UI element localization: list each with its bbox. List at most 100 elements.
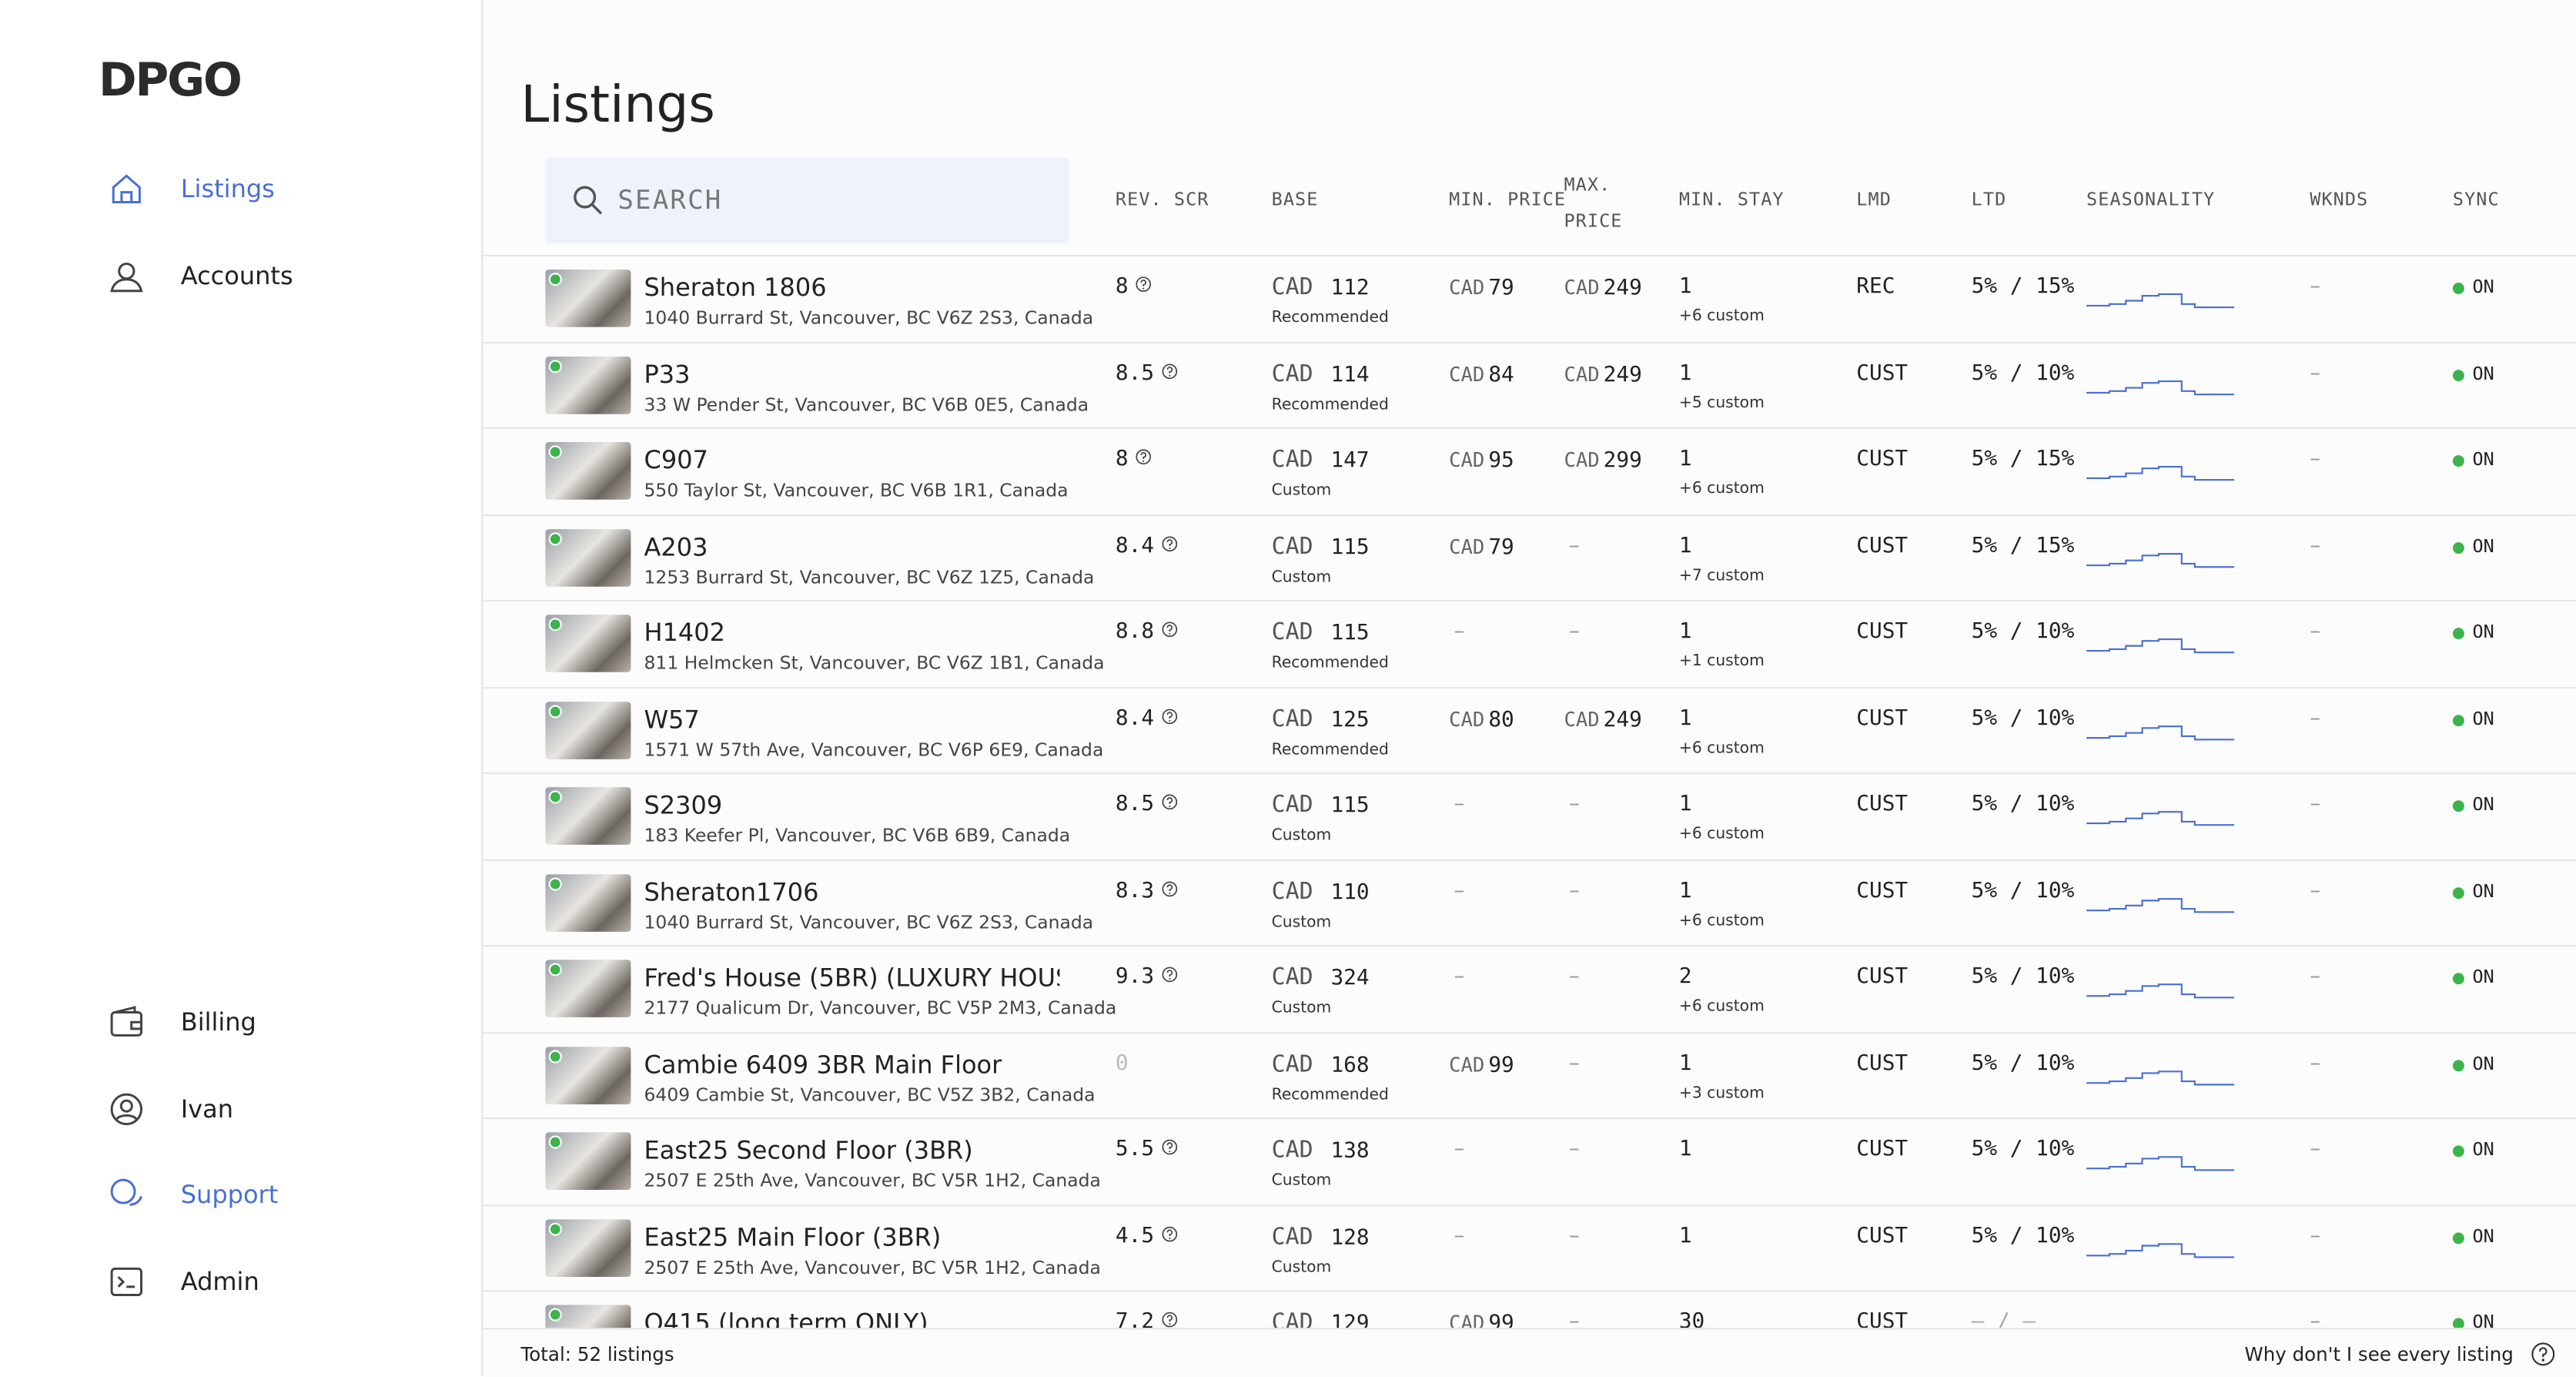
empty-value: – xyxy=(2310,792,2321,817)
column-header: MIN. STAY xyxy=(1678,189,1785,211)
listing-row[interactable]: P33 33 W Pender St, Vancouver, BC V6B 0E5… xyxy=(483,340,2576,428)
listing-row[interactable]: Fred's House (5BR) (LUXURY HOUSE) 2177 Qu… xyxy=(483,944,2576,1032)
listing-address: 1040 Burrard St, Vancouver, BC V6Z 2S3, … xyxy=(644,307,1094,329)
info-icon[interactable] xyxy=(1162,535,1178,551)
info-icon[interactable] xyxy=(1162,363,1178,379)
info-icon[interactable] xyxy=(1162,1139,1178,1155)
rev-score: 8.4 xyxy=(1115,705,1155,731)
status-dot xyxy=(548,618,562,632)
min-stay: 2 xyxy=(1678,964,1692,990)
search-box[interactable]: SEARCH xyxy=(545,157,1070,243)
base-type: Custom xyxy=(1271,481,1332,500)
seasonality-sparkline xyxy=(2086,983,2235,999)
listing-row[interactable]: O415 (long term ONLY) 7.2 CAD 129 CAD 99–30 CU… xyxy=(483,1290,2576,1328)
listing-thumbnail xyxy=(545,960,631,1017)
listing-row[interactable]: H1402 811 Helmcken St, Vancouver, BC V6Z … xyxy=(483,599,2576,687)
lmd: CUST xyxy=(1856,792,1909,817)
price-currency: CAD xyxy=(1564,276,1600,300)
listing-address: 1040 Burrard St, Vancouver, BC V6Z 2S3, … xyxy=(644,911,1094,933)
min-stay: 1 xyxy=(1678,533,1692,558)
listing-name: Sheraton1706 xyxy=(644,876,819,906)
help-icon[interactable] xyxy=(2530,1341,2556,1367)
base-type: Recommended xyxy=(1271,740,1389,759)
sidebar: DPGO Listings Accounts Billing Ivan Support A… xyxy=(0,0,483,1376)
status-dot xyxy=(548,790,562,804)
info-icon[interactable] xyxy=(1162,967,1178,983)
base-type: Custom xyxy=(1271,1258,1332,1276)
empty-value: – xyxy=(1568,1050,1580,1076)
listing-thumbnail xyxy=(545,1046,631,1104)
rev-score: 5.5 xyxy=(1115,1137,1155,1162)
listing-row[interactable]: A203 1253 Burrard St, Vancouver, BC V6Z 1… xyxy=(483,513,2576,601)
lmd: CUST xyxy=(1856,705,1909,731)
listing-row[interactable]: C907 550 Taylor St, Vancouver, BC V6B 1R1… xyxy=(483,427,2576,514)
info-icon[interactable] xyxy=(1162,1225,1178,1241)
nav-label: Support xyxy=(180,1180,279,1210)
base-price: 324 xyxy=(1330,966,1370,991)
status-dot xyxy=(548,704,562,718)
info-icon[interactable] xyxy=(1162,708,1178,724)
base-type: Recommended xyxy=(1271,1085,1389,1104)
base-currency: CAD xyxy=(1271,964,1313,991)
seasonality-sparkline xyxy=(2086,638,2235,654)
info-icon[interactable] xyxy=(1162,1312,1178,1328)
lmd: CUST xyxy=(1856,1050,1909,1076)
listing-address: 183 Keefer Pl, Vancouver, BC V6B 6B9, Ca… xyxy=(644,825,1071,846)
lmd: CUST xyxy=(1856,533,1909,558)
status-dot xyxy=(548,445,562,459)
empty-value: – xyxy=(2310,360,2321,386)
base-currency: CAD xyxy=(1271,705,1313,732)
column-header: LMD xyxy=(1856,189,1892,211)
listing-row[interactable]: W57 1571 W 57th Ave, Vancouver, BC V6P 6E… xyxy=(483,685,2576,773)
listing-address: 33 W Pender St, Vancouver, BC V6B 0E5, C… xyxy=(644,394,1089,415)
base-currency: CAD xyxy=(1271,533,1313,560)
sync-status: ON xyxy=(2472,534,2494,557)
base-type: Custom xyxy=(1271,1171,1332,1190)
base-price: 115 xyxy=(1330,621,1370,646)
price-amount: 99 xyxy=(1488,1052,1514,1077)
base-price: 128 xyxy=(1330,1225,1370,1250)
info-icon[interactable] xyxy=(1136,449,1152,465)
info-icon[interactable] xyxy=(1162,794,1178,810)
nav-label: Listings xyxy=(180,174,275,204)
listing-row[interactable]: Sheraton 1806 1040 Burrard St, Vancouver,… xyxy=(483,254,2576,342)
empty-value: – xyxy=(1454,792,1465,817)
listing-name: H1402 xyxy=(644,618,726,648)
status-dot xyxy=(548,1049,562,1063)
empty-value: – xyxy=(2310,964,2321,990)
min-stay: 30 xyxy=(1678,1309,1705,1328)
info-icon[interactable] xyxy=(1162,621,1178,638)
listing-row[interactable]: S2309 183 Keefer Pl, Vancouver, BC V6B 6B… xyxy=(483,772,2576,859)
price-currency: CAD xyxy=(1449,534,1485,558)
rev-score: 0 xyxy=(1115,1050,1129,1076)
info-icon[interactable] xyxy=(1136,276,1152,292)
base-currency: CAD xyxy=(1271,360,1313,387)
sync-dot xyxy=(2452,1059,2464,1071)
lmd: CUST xyxy=(1856,1223,1909,1248)
status-dot xyxy=(548,531,562,545)
price-currency: CAD xyxy=(1449,707,1485,731)
listing-row[interactable]: East25 Main Floor (3BR) 2507 E 25th Ave, … xyxy=(483,1204,2576,1291)
lmd: CUST xyxy=(1856,878,1909,903)
listing-row[interactable]: Cambie 6409 3BR Main Floor 6409 Cambie St… xyxy=(483,1031,2576,1118)
min-stay: 1 xyxy=(1678,274,1692,300)
rev-score: 8.5 xyxy=(1115,792,1155,817)
listing-row[interactable]: Sheraton1706 1040 Burrard St, Vancouver, … xyxy=(483,858,2576,946)
listing-row[interactable]: East25 Second Floor (3BR) 2507 E 25th Ave… xyxy=(483,1117,2576,1204)
custom-count: +1 custom xyxy=(1678,652,1765,671)
listing-name: S2309 xyxy=(644,790,723,820)
empty-value: – xyxy=(2310,1223,2321,1248)
sync-status: ON xyxy=(2472,879,2494,902)
listing-thumbnail xyxy=(545,442,631,500)
empty-value: – xyxy=(1568,964,1580,990)
nav-icon xyxy=(110,1092,143,1125)
sync-dot xyxy=(2452,800,2464,812)
price-amount: 99 xyxy=(1488,1311,1514,1328)
base-price: 147 xyxy=(1330,448,1370,474)
listing-thumbnail xyxy=(545,1132,631,1190)
price-amount: 80 xyxy=(1488,707,1514,732)
lmd: CUST xyxy=(1856,1309,1909,1328)
custom-count: +6 custom xyxy=(1678,739,1765,757)
help-link[interactable]: Why don't I see every listing xyxy=(2244,1342,2514,1366)
info-icon[interactable] xyxy=(1162,880,1178,896)
